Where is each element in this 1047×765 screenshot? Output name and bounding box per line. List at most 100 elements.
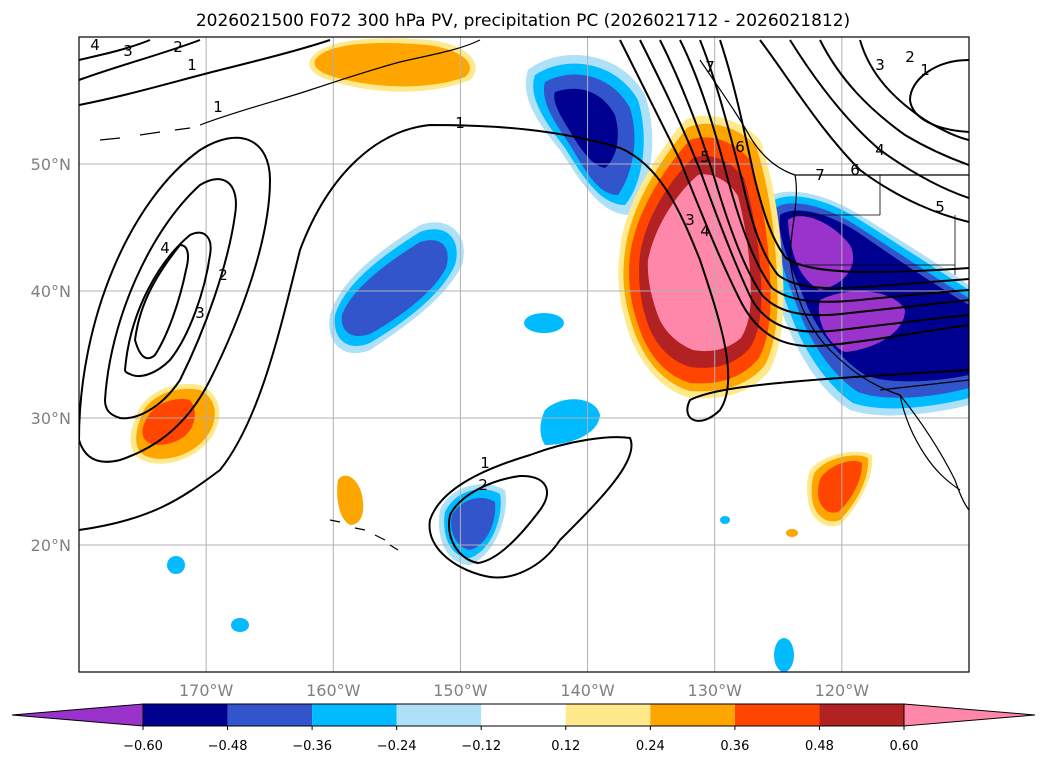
colorbar-label-1: −0.48 xyxy=(208,739,248,754)
contour-label-2: 2 xyxy=(173,38,183,56)
contour-label-9: 1 xyxy=(480,454,490,472)
colorbar-label-6: 0.24 xyxy=(636,739,665,754)
colorbar-segment-0 xyxy=(143,704,228,726)
precip-negative-subtropic-3 xyxy=(451,498,496,550)
precip-small-blob-1 xyxy=(524,313,564,333)
pv-contour-1-main xyxy=(79,123,969,531)
coast-na-west xyxy=(699,59,969,511)
contour-label-4: 1 xyxy=(213,98,223,116)
colorbar-label-8: 0.48 xyxy=(805,739,834,754)
colorbar-label-0: −0.60 xyxy=(123,739,163,754)
pv-contour-east-ridge-2 xyxy=(789,39,969,199)
contour-label-17: 2 xyxy=(905,48,915,66)
pv-contour-west-loop-1 xyxy=(79,136,272,463)
contour-label-10: 2 xyxy=(478,476,488,494)
lon-label-0: 170°W xyxy=(179,681,234,700)
pv-contour-west-loop-2 xyxy=(103,178,237,420)
contour-label-7: 3 xyxy=(195,304,205,322)
contour-label-22: 7 xyxy=(815,166,825,184)
contour-label-8: 2 xyxy=(218,266,228,284)
pv-contours xyxy=(79,39,969,579)
coast-baja xyxy=(899,394,961,491)
precip-small-blob-2 xyxy=(540,399,600,445)
pv-contour-trough-4 xyxy=(659,39,969,317)
precip-positive-offshore-5 xyxy=(647,174,751,352)
state-borders xyxy=(790,175,956,275)
colorbar-label-4: −0.12 xyxy=(461,739,501,754)
contour-label-15: 7 xyxy=(705,58,715,76)
pv-contour-subtropic-inner xyxy=(448,474,549,565)
colorbar-segment-5 xyxy=(565,704,651,726)
lon-label-4: 130°W xyxy=(688,681,743,700)
pv-contour-west-loop-4 xyxy=(133,243,189,360)
precip-negative-coast-6 xyxy=(818,291,905,352)
gridlines xyxy=(79,37,969,672)
colorbar-segment-8 xyxy=(819,704,904,726)
colorbar-segment-1 xyxy=(227,704,313,726)
contour-label-3: 1 xyxy=(187,56,197,74)
contour-label-0: 4 xyxy=(90,36,100,54)
precip-small-blob-3 xyxy=(167,556,185,574)
pv-contour-trough-2 xyxy=(619,39,969,348)
pv-contour-east-ridge-3 xyxy=(819,39,969,166)
precip-small-blob-6 xyxy=(720,516,730,524)
lon-label-5: 120°W xyxy=(815,681,870,700)
precip-negative-central-3 xyxy=(341,240,448,336)
contour-label-1: 3 xyxy=(123,42,133,60)
pv-contour-3-west xyxy=(79,39,151,61)
pv-contour-trough-7 xyxy=(719,39,969,274)
colorbar-label-2: −0.36 xyxy=(292,739,332,754)
lat-label-2: 30°N xyxy=(31,409,71,428)
pv-contour-trough-6 xyxy=(699,39,969,290)
colorbar-segment-3 xyxy=(396,704,482,726)
lat-label-1: 40°N xyxy=(31,282,71,301)
lat-label-0: 50°N xyxy=(31,155,71,174)
pv-contour-1-west xyxy=(79,39,331,106)
precip-negative-gulf-4 xyxy=(554,88,618,168)
contour-label-21: 6 xyxy=(850,161,860,179)
pv-contour-east-ridge-1 xyxy=(759,39,969,223)
contour-label-5: 1 xyxy=(455,114,465,132)
colorbar-labels: −0.60 −0.48 −0.36 −0.24 −0.12 0.12 0.24 0.36 0.4… xyxy=(123,726,918,754)
precip-positive-baja-3 xyxy=(818,460,863,513)
pv-contour-trough-5 xyxy=(679,39,969,303)
contour-label-18: 1 xyxy=(920,61,930,79)
colorbar-segment-7 xyxy=(734,704,820,726)
precip-small-blob-4 xyxy=(231,618,249,632)
contour-label-13: 5 xyxy=(700,148,710,166)
map-frame xyxy=(78,36,970,673)
longitude-labels: 170°W 160°W 150°W 140°W 130°W 120°W xyxy=(179,681,869,700)
pv-contour-2-west xyxy=(79,39,201,81)
colorbar-segment-2 xyxy=(312,704,397,726)
precip-positive-hawaii xyxy=(337,475,364,525)
lat-label-3: 20°N xyxy=(31,536,71,555)
colorbar-segment-6 xyxy=(650,704,735,726)
coast-hawaii xyxy=(329,519,399,551)
colorbar-extend-max xyxy=(903,703,1036,727)
contour-label-14: 6 xyxy=(735,138,745,156)
pv-contour-trough-3 xyxy=(639,39,969,333)
pv-contour-east-loop xyxy=(908,59,969,133)
colorbar-label-3: −0.24 xyxy=(377,739,417,754)
coast-aleutians xyxy=(99,127,191,141)
pv-contour-west-loop-3 xyxy=(123,231,212,378)
latitude-labels: 50°N 40°N 30°N 20°N xyxy=(31,155,71,555)
colorbar-frame xyxy=(142,703,905,727)
contour-label-11: 3 xyxy=(685,211,695,229)
contour-label-6: 4 xyxy=(160,239,170,257)
colorbar-segment-4 xyxy=(481,704,566,726)
border-us-mexico xyxy=(879,379,969,391)
contour-label-16: 3 xyxy=(875,56,885,74)
plot-title: 2026021500 F072 300 hPa PV, precipitatio… xyxy=(196,11,850,31)
lon-label-2: 150°W xyxy=(433,681,488,700)
contour-label-12: 4 xyxy=(700,222,710,240)
precip-positive-small xyxy=(786,529,798,537)
lon-label-1: 160°W xyxy=(306,681,361,700)
contour-label-20: 5 xyxy=(935,198,945,216)
pv-contour-subtropic-outer xyxy=(428,436,633,579)
precip-small-blob-5 xyxy=(774,638,794,672)
coastlines xyxy=(99,39,969,551)
